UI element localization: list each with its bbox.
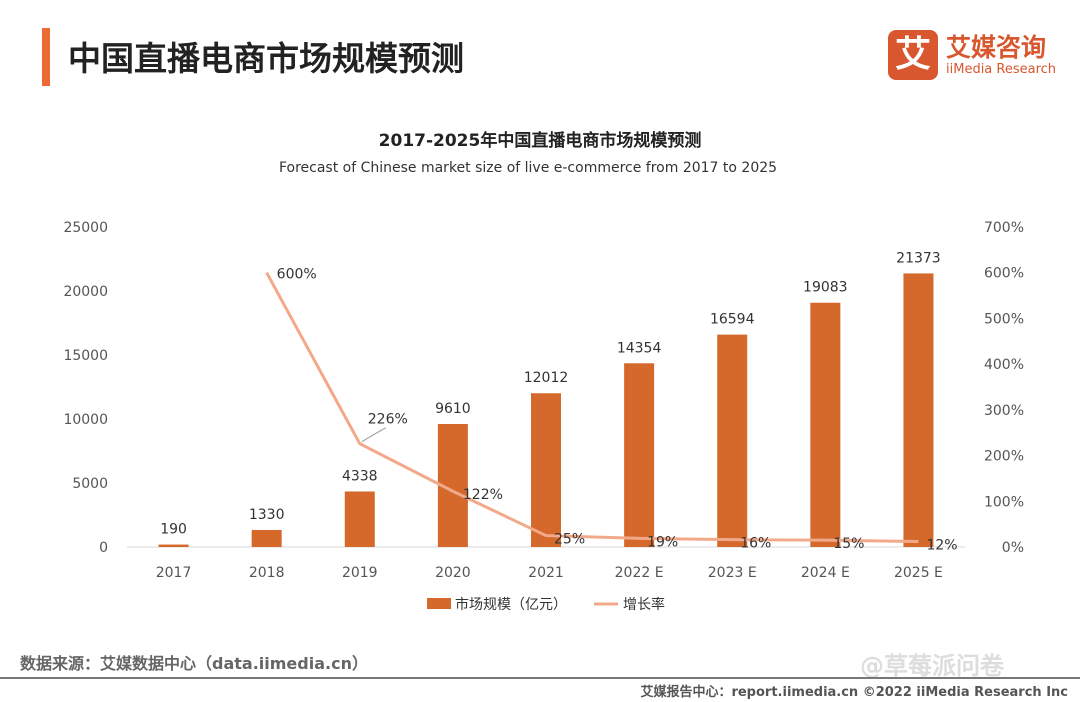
y2-tick-label: 600% — [984, 266, 1024, 282]
y2-tick-label: 400% — [984, 357, 1024, 373]
legend-bar-label: 市场规模（亿元） — [455, 596, 567, 613]
y2-tick-label: 100% — [984, 494, 1024, 510]
y-tick-label: 25000 — [63, 220, 108, 236]
x-tick-label: 2018 — [249, 565, 285, 581]
chart-subtitle: Forecast of Chinese market size of live … — [278, 160, 778, 176]
bar — [158, 544, 189, 547]
growth-line — [265, 271, 919, 544]
chart-title: 2017-2025年中国直播电商市场规模预测 — [378, 131, 702, 151]
y2-tick-label: 500% — [984, 311, 1024, 327]
logo: 艾 艾媒咨询 iiMedia Research — [888, 30, 1068, 82]
bar-data-label: 21373 — [896, 250, 941, 266]
line-data-label: 15% — [833, 536, 864, 552]
bar-data-label: 1330 — [249, 507, 285, 523]
watermark: @草莓派问卷 — [860, 652, 1004, 680]
y-tick-label: 15000 — [63, 348, 108, 364]
y-tick-label: 10000 — [63, 412, 108, 428]
legend-bar-swatch — [427, 598, 451, 609]
line-data-label: 16% — [740, 536, 771, 552]
y-tick-label: 0 — [99, 540, 108, 556]
y2-tick-label: 0% — [1002, 540, 1024, 556]
bar — [344, 491, 375, 547]
leader-line — [361, 427, 387, 443]
bar — [624, 363, 655, 547]
logo-cn: 艾媒咨询 — [946, 33, 1047, 62]
y2-tick-label: 200% — [984, 449, 1024, 465]
bar-data-label: 16594 — [710, 312, 755, 328]
x-tick-label: 2025 E — [894, 565, 943, 581]
x-tick-label: 2017 — [156, 565, 192, 581]
y2-tick-label: 700% — [984, 220, 1024, 236]
bar-data-label: 4338 — [342, 468, 378, 484]
x-tick-label: 2024 E — [801, 565, 850, 581]
logo-en: iiMedia Research — [946, 62, 1057, 77]
bar-data-label: 14354 — [617, 340, 662, 356]
bar — [810, 302, 841, 547]
data-source: 数据来源：艾媒数据中心（data.iimedia.cn） — [20, 654, 368, 673]
line-data-label: 600% — [277, 267, 317, 283]
bar-data-label: 19083 — [803, 280, 848, 296]
line-data-label: 12% — [926, 538, 957, 554]
line-data-label: 226% — [368, 412, 408, 428]
x-tick-label: 2020 — [435, 565, 471, 581]
y-tick-label: 5000 — [72, 476, 108, 492]
bar — [717, 334, 748, 547]
footer-credit: 艾媒报告中心：report.iimedia.cn ©2022 iiMedia R… — [640, 685, 1068, 700]
title-accent-bar — [42, 28, 50, 86]
legend-line-label: 增长率 — [623, 596, 665, 613]
line-data-label: 25% — [554, 532, 585, 548]
bar — [531, 393, 561, 547]
y-tick-label: 20000 — [63, 284, 108, 300]
y2-tick-label: 300% — [984, 403, 1024, 419]
bar — [903, 273, 934, 547]
line-data-label: 122% — [463, 487, 503, 503]
bar — [251, 529, 282, 547]
logo-mark: 艾 — [888, 30, 938, 80]
x-tick-label: 2019 — [342, 565, 378, 581]
bar-data-label: 9610 — [435, 401, 471, 417]
bar-data-label: 190 — [160, 522, 187, 538]
x-tick-label: 2022 E — [615, 565, 664, 581]
page-title: 中国直播电商市场规模预测 — [68, 39, 464, 78]
line-data-label: 19% — [647, 534, 678, 550]
footer-divider — [0, 677, 1080, 679]
bar-data-label: 12012 — [524, 370, 569, 386]
x-tick-label: 2021 — [528, 565, 564, 581]
x-tick-label: 2023 E — [708, 565, 757, 581]
